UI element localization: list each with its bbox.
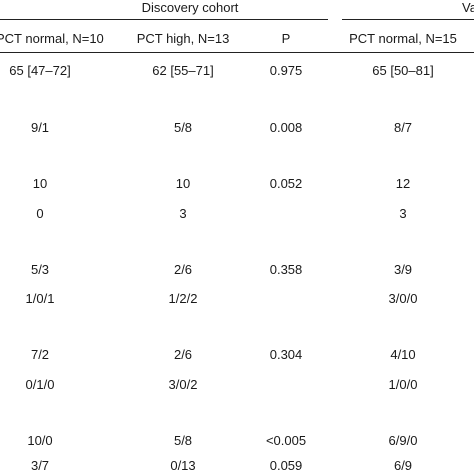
column-header-pct-normal-discovery: PCT normal, N=10 (0, 31, 104, 46)
table-cell-pct-normal-validation: 65 [50–81] (372, 63, 434, 78)
discovery-cohort-rule (0, 19, 328, 20)
table-cell-p-value: 0.008 (269, 120, 303, 135)
column-header-p-value: P (281, 31, 291, 46)
table-cell-pct-high-discovery: 3/0/2 (168, 377, 198, 392)
table-cell-pct-normal-validation: 6/9 (393, 458, 413, 473)
discovery-cohort-header: Discovery cohort (141, 0, 239, 15)
table-cell-p-value: <0.005 (265, 433, 307, 448)
column-header-pct-normal-validation: PCT normal, N=15 (349, 31, 457, 46)
validation-cohort-header: Va (462, 0, 474, 15)
table-cell-pct-normal-validation: 3 (399, 206, 407, 221)
table-cell-pct-normal-validation: 8/7 (393, 120, 413, 135)
table-cell-pct-normal-validation: 3/0/0 (388, 291, 418, 306)
validation-cohort-rule (342, 19, 474, 20)
table-cell-pct-normal-validation: 12 (395, 176, 411, 191)
table-cell-p-value: 0.052 (269, 176, 303, 191)
table-cell-pct-high-discovery: 5/8 (173, 433, 193, 448)
table-cell-p-value: 0.304 (269, 347, 303, 362)
table-cell-pct-normal-discovery: 1/0/1 (25, 291, 55, 306)
table-cell-pct-high-discovery: 0/13 (170, 458, 196, 473)
table-cell-pct-high-discovery: 1/2/2 (168, 291, 198, 306)
table-cell-pct-normal-discovery: 65 [47–72] (9, 63, 71, 78)
table-cell-pct-normal-validation: 6/9/0 (388, 433, 418, 448)
column-header-rule (0, 52, 474, 53)
table-cell-pct-normal-discovery: 5/3 (30, 262, 50, 277)
table-cell-pct-high-discovery: 5/8 (173, 120, 193, 135)
table-cell-pct-normal-discovery: 9/1 (30, 120, 50, 135)
table-cell-pct-normal-discovery: 0 (36, 206, 44, 221)
table-cell-pct-normal-discovery: 0/1/0 (25, 377, 55, 392)
table-cell-p-value: 0.358 (269, 262, 303, 277)
table-cell-pct-high-discovery: 62 [55–71] (152, 63, 214, 78)
table-cell-pct-high-discovery: 2/6 (173, 347, 193, 362)
table-cell-pct-normal-discovery: 10 (32, 176, 48, 191)
table-cell-pct-high-discovery: 10 (175, 176, 191, 191)
table-cell-p-value: 0.059 (269, 458, 303, 473)
table-cell-pct-normal-validation: 4/10 (390, 347, 416, 362)
table-cell-pct-normal-discovery: 3/7 (30, 458, 50, 473)
table-cell-pct-normal-discovery: 10/0 (27, 433, 53, 448)
table-cell-pct-high-discovery: 2/6 (173, 262, 193, 277)
table-cell-pct-high-discovery: 3 (179, 206, 187, 221)
column-header-pct-high-discovery: PCT high, N=13 (136, 31, 230, 46)
table-cell-pct-normal-validation: 3/9 (393, 262, 413, 277)
table-cell-pct-normal-validation: 1/0/0 (388, 377, 418, 392)
table-cell-p-value: 0.975 (269, 63, 303, 78)
table-cell-pct-normal-discovery: 7/2 (30, 347, 50, 362)
